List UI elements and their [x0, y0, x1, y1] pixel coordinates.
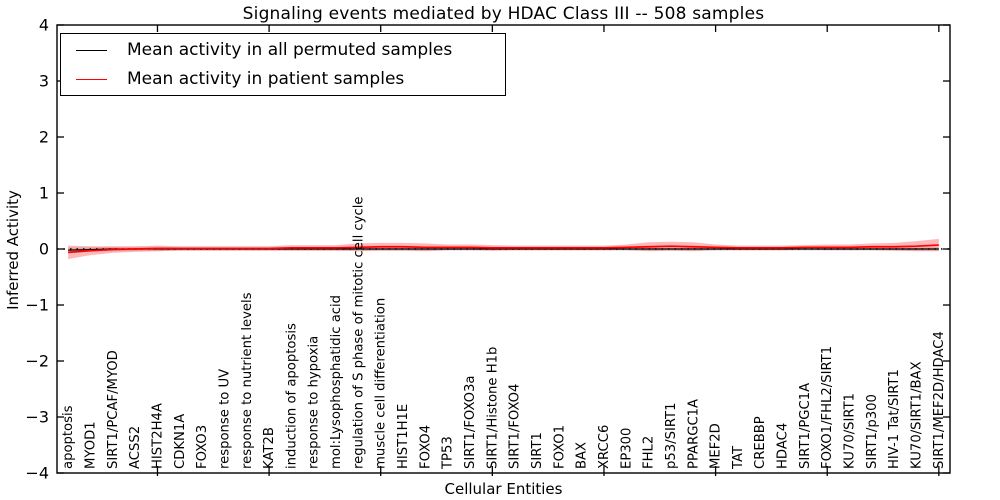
y-tick-label: −1 [25, 296, 49, 315]
x-tick-label: HDAC4 [776, 423, 791, 469]
x-tick-label: CREBBP [753, 416, 768, 469]
x-tick-label: FOXO1 [552, 425, 567, 469]
x-tick-label: FHL2 [642, 436, 657, 469]
x-axis-title: Cellular Entities [444, 480, 563, 498]
y-tick-label: −4 [25, 464, 49, 483]
legend-box: Mean activity in all permuted samples Me… [60, 33, 506, 96]
chart-title: Signaling events mediated by HDAC Class … [242, 4, 765, 24]
x-tick-label: KU70/SIRT1 [843, 393, 858, 469]
x-tick-label: MYOD1 [83, 421, 98, 469]
x-tick-label: apoptosis [61, 405, 76, 469]
y-tick-label: 1 [39, 184, 49, 203]
x-tick-label: KU70/SIRT1/BAX [910, 361, 925, 469]
legend-line-swatch-red [76, 78, 107, 80]
x-tick-label: muscle cell differentiation [374, 298, 389, 469]
legend-label: Mean activity in all permuted samples [127, 40, 453, 60]
y-tick-label: 4 [39, 16, 49, 35]
x-tick-label: SIRT1/Histone H1b [485, 347, 500, 469]
x-tick-label: FOXO1/FHL2/SIRT1 [820, 346, 835, 469]
x-tick-label: SIRT1/MEF2D/HDAC4 [932, 331, 947, 469]
legend-item-permuted: Mean activity in all permuted samples [61, 37, 505, 63]
x-tick-label: PPARGC1A [686, 399, 701, 469]
x-tick-label: SIRT1/FOXO4 [508, 384, 523, 469]
x-tick-label: KAT2B [262, 427, 277, 469]
x-tick-label: TP53 [441, 436, 456, 470]
x-tick-label: ACSS2 [128, 426, 143, 469]
x-tick-label: response to UV [217, 369, 232, 469]
x-tick-label: HIST1H1E [396, 404, 411, 469]
y-tick-label: 3 [39, 72, 49, 91]
x-tick-label: induction of apoptosis [284, 323, 299, 469]
x-tick-label: FOXO4 [418, 425, 433, 469]
x-tick-label: SIRT1/FOXO3a [463, 375, 478, 469]
x-tick-label: CDKN1A [173, 414, 188, 469]
x-tick-label: BAX [575, 442, 590, 469]
legend-label: Mean activity in patient samples [127, 69, 405, 89]
x-tick-label: HIV-1 Tat/SIRT1 [887, 369, 902, 469]
x-tick-label: MEF2D [709, 423, 724, 469]
x-tick-label: SIRT1 [530, 432, 545, 469]
y-tick-label: 2 [39, 128, 49, 147]
x-tick-label: response to nutrient levels [240, 292, 255, 469]
x-tick-label: SIRT1/PGC1A [798, 383, 813, 469]
x-tick-label: XRCC6 [597, 425, 612, 469]
y-tick-label: −3 [25, 408, 49, 427]
legend-item-patient: Mean activity in patient samples [61, 66, 505, 92]
y-tick-label: −2 [25, 352, 49, 371]
x-tick-label: FOXO3 [195, 425, 210, 469]
x-tick-label: response to hypoxia [307, 336, 322, 469]
x-tick-label: p53/SIRT1 [664, 402, 679, 469]
x-tick-label: SIRT1/p300 [865, 394, 880, 469]
y-tick-label: 0 [39, 240, 49, 259]
y-axis-title: Inferred Activity [4, 190, 22, 310]
series-line-patient [68, 244, 939, 254]
x-tick-label: regulation of S phase of mitotic cell cy… [351, 196, 366, 469]
legend-line-swatch-black [76, 49, 107, 51]
x-tick-label: EP300 [619, 428, 634, 469]
x-tick-label: mol:Lysophosphatidic acid [329, 295, 344, 469]
x-tick-label: TAT [731, 445, 746, 470]
x-tick-label: SIRT1/PCAF/MYOD [106, 350, 121, 469]
x-tick-label: HIST2H4A [150, 403, 165, 469]
